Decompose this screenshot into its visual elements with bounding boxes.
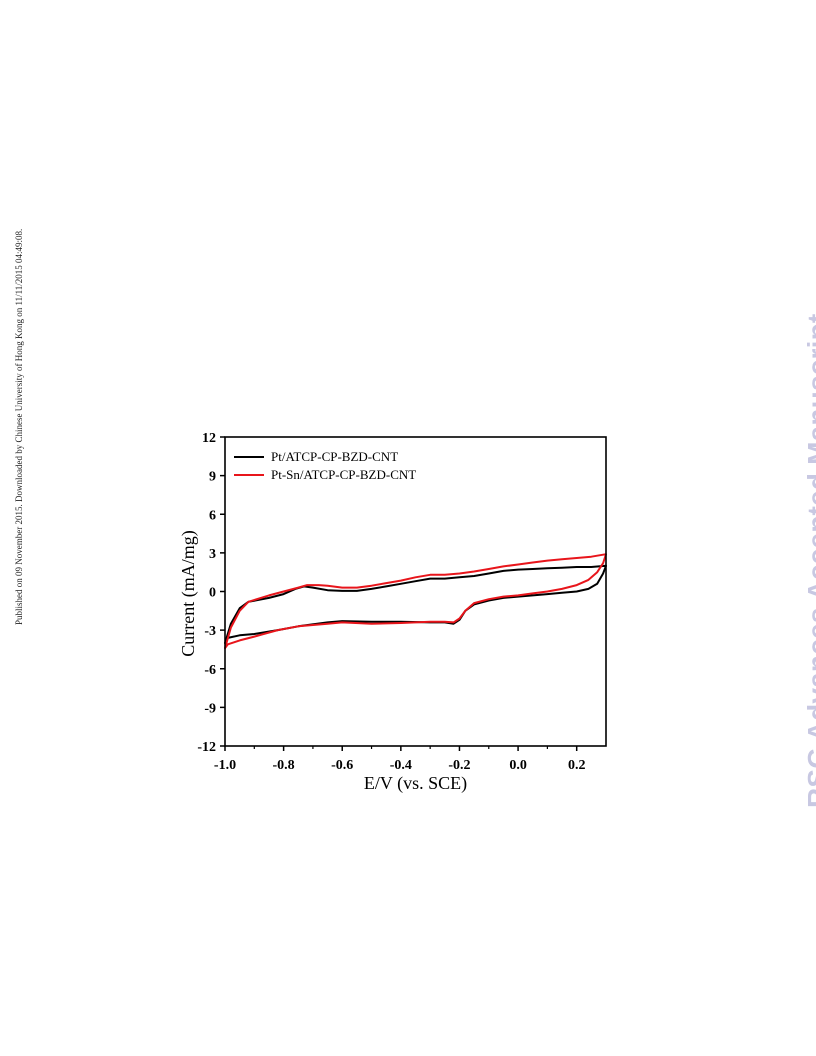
y-tick-label: 0: [209, 586, 216, 601]
series-line-1: [224, 564, 607, 644]
series-line-2: [224, 553, 607, 650]
y-axis-title: Current (mA/mg): [178, 530, 199, 656]
x-tick-label: 0.2: [568, 758, 586, 773]
x-tick-label: -0.8: [273, 758, 295, 773]
x-axis-title: E/V (vs. SCE): [364, 773, 467, 794]
plot-area: -1.0 -0.8 -0.6 -0.4 -0.2 0.0 0.2 -12 -9 -6 -3 0 3 6 9 1…: [197, 431, 607, 773]
y-tick-label: -6: [204, 663, 216, 678]
legend-label-1: Pt/ATCP-CP-BZD-CNT: [271, 449, 398, 464]
x-tick-label: -0.2: [448, 758, 470, 773]
y-tick-label: -12: [197, 740, 216, 755]
y-tick-label: -9: [204, 701, 216, 716]
legend-label-2: Pt-Sn/ATCP-CP-BZD-CNT: [271, 467, 416, 482]
x-tick-label: -0.6: [331, 758, 353, 773]
x-tick-label: 0.0: [509, 758, 527, 773]
y-tick-label: -3: [204, 624, 216, 639]
y-tick-label: 6: [209, 508, 216, 523]
y-tick-label: 12: [202, 431, 216, 446]
x-tick-label: -1.0: [214, 758, 236, 773]
y-tick-label: 3: [209, 547, 216, 562]
y-tick-label: 9: [209, 470, 216, 485]
x-tick-label: -0.4: [390, 758, 412, 773]
